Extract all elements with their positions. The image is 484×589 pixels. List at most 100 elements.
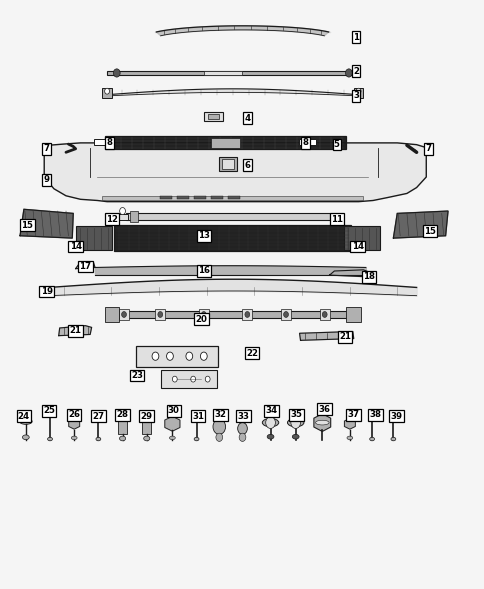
Bar [319,309,329,320]
Text: 9: 9 [44,176,49,184]
Text: 8: 8 [302,138,308,147]
Ellipse shape [262,419,278,426]
Ellipse shape [71,436,77,439]
Text: 1: 1 [352,32,359,42]
Bar [227,196,240,198]
Text: 2: 2 [352,67,359,76]
Text: 37: 37 [347,411,359,419]
Text: 5: 5 [333,140,339,149]
Circle shape [239,433,245,441]
Text: 23: 23 [131,371,143,380]
Ellipse shape [369,437,374,441]
Bar [102,196,363,200]
Ellipse shape [346,436,352,439]
Circle shape [152,352,158,360]
Polygon shape [165,416,180,431]
Ellipse shape [292,434,299,439]
Text: 6: 6 [244,161,250,170]
Bar [198,309,208,320]
Bar [211,196,223,198]
Text: 38: 38 [369,411,381,419]
Polygon shape [69,418,79,429]
Bar [160,196,172,198]
Circle shape [265,417,275,428]
Ellipse shape [193,414,199,418]
Text: 13: 13 [197,231,210,240]
Ellipse shape [46,414,53,418]
Circle shape [120,207,125,214]
Polygon shape [59,326,91,336]
Ellipse shape [96,437,101,441]
Polygon shape [44,143,425,201]
Text: 21: 21 [338,332,350,341]
Text: 27: 27 [92,412,104,421]
Bar [242,309,252,320]
Text: 28: 28 [116,411,128,419]
Polygon shape [393,211,447,238]
Ellipse shape [169,436,175,439]
Bar [222,160,233,169]
Bar [136,346,218,367]
Text: 3: 3 [352,91,359,100]
Text: 7: 7 [44,144,49,153]
Text: 36: 36 [318,405,330,413]
Ellipse shape [194,437,198,441]
Ellipse shape [19,419,32,424]
Circle shape [237,422,247,434]
Ellipse shape [95,414,102,418]
Bar [93,140,111,145]
Text: 15: 15 [424,227,435,236]
Ellipse shape [143,436,150,441]
Text: 19: 19 [41,287,53,296]
Bar [102,88,112,98]
Bar [105,137,346,150]
Circle shape [200,352,207,360]
Bar [281,309,290,320]
Bar [114,225,350,251]
Ellipse shape [47,437,52,441]
Ellipse shape [390,437,395,441]
Polygon shape [107,89,358,96]
Bar [346,307,360,322]
Circle shape [205,376,210,382]
Bar [107,71,358,75]
Circle shape [158,312,162,317]
Circle shape [345,69,351,77]
Bar [219,157,236,171]
Text: 35: 35 [290,411,302,419]
Text: 12: 12 [106,215,118,224]
Circle shape [121,312,126,317]
Bar [211,138,240,148]
Ellipse shape [119,436,125,441]
Ellipse shape [267,434,273,439]
Circle shape [166,352,173,360]
Text: 33: 33 [237,412,249,421]
Circle shape [322,312,326,317]
Polygon shape [313,414,330,431]
Text: 20: 20 [195,315,207,324]
Text: 18: 18 [363,272,375,282]
Text: 26: 26 [68,411,80,419]
Circle shape [201,312,206,317]
Text: 15: 15 [21,221,33,230]
Text: 17: 17 [79,262,91,271]
Text: 11: 11 [330,215,342,224]
Polygon shape [20,209,73,238]
Circle shape [190,376,195,382]
Text: 14: 14 [351,242,363,251]
Circle shape [283,312,288,317]
Bar [343,226,379,250]
Text: 7: 7 [425,144,431,153]
Bar [161,370,217,388]
Circle shape [244,312,249,317]
Text: 34: 34 [265,406,277,415]
Text: 8: 8 [106,138,112,147]
Bar [155,309,165,320]
Ellipse shape [368,414,375,418]
Text: 25: 25 [43,406,55,415]
Circle shape [290,417,300,428]
Bar [203,112,223,121]
Polygon shape [156,26,328,36]
Bar [105,307,119,322]
Ellipse shape [315,420,328,425]
